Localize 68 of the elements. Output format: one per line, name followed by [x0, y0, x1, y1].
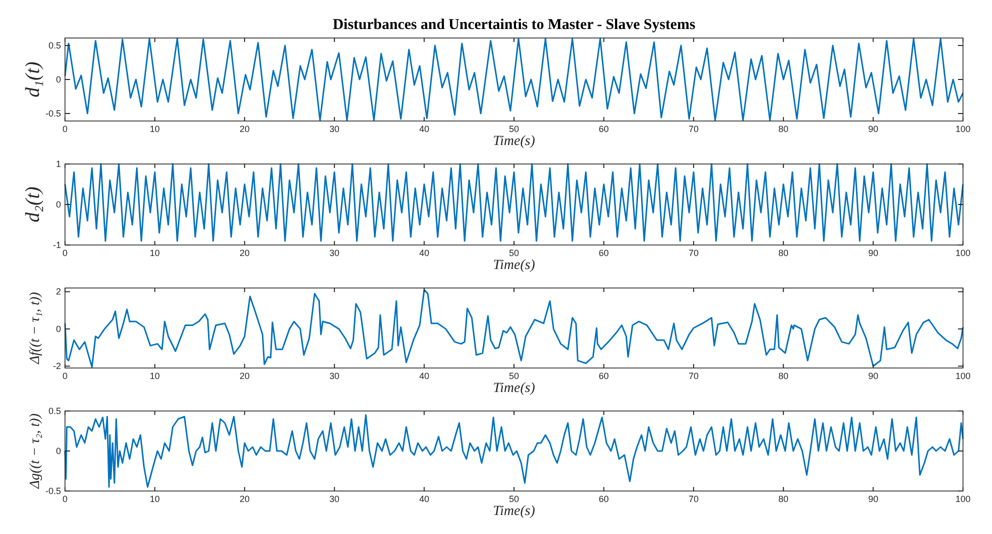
y-axis-title: d₁(t) [22, 61, 44, 98]
y-tick-label: -0.5 [45, 108, 61, 119]
x-tick-label: 90 [868, 494, 878, 504]
y-tick-label: 0 [56, 200, 61, 210]
x-tick-label: 50 [508, 371, 520, 381]
x-tick-label: 60 [598, 124, 609, 134]
x-axis-title: Time(s) [493, 504, 536, 519]
line-series [64, 289, 964, 368]
x-tick-label: 60 [598, 494, 609, 504]
x-tick-label: 80 [778, 371, 788, 381]
y-tick-label: -1 [52, 240, 61, 250]
x-tick-label: 60 [598, 248, 609, 258]
x-tick-label: 40 [419, 371, 430, 381]
y-tick-label: -2 [52, 361, 61, 372]
x-tick-label: 20 [240, 371, 250, 381]
x-tick-label: 30 [329, 494, 340, 504]
x-tick-label: 40 [419, 124, 430, 134]
x-tick-label: 10 [150, 494, 160, 504]
x-axis-title: Time(s) [493, 258, 536, 273]
x-tick-label: 80 [778, 124, 788, 134]
x-tick-label: 70 [688, 371, 699, 381]
x-tick-label: 0 [62, 124, 68, 134]
x-tick-label: 40 [419, 248, 430, 258]
y-tick-label: 1 [56, 159, 61, 169]
x-tick-label: 90 [868, 371, 878, 381]
x-axis-title: Time(s) [493, 381, 536, 396]
y-axis-title: Δf((t − τ₁, t)) [28, 292, 43, 365]
x-tick-label: 70 [688, 494, 699, 504]
x-tick-label: 20 [240, 248, 250, 258]
line-series [64, 414, 964, 488]
x-tick-label: 100 [955, 124, 971, 134]
x-tick-label: 30 [329, 124, 340, 134]
x-tick-label: 80 [778, 248, 788, 258]
x-tick-label: 30 [329, 248, 340, 258]
y-tick-label: 0 [56, 324, 61, 334]
x-tick-label: 90 [868, 124, 878, 134]
x-tick-label: 100 [955, 494, 971, 504]
x-tick-label: 100 [955, 371, 971, 381]
x-tick-label: 0 [62, 371, 68, 381]
x-tick-label: 10 [150, 124, 160, 134]
x-tick-label: 20 [240, 494, 250, 504]
y-axis-title: Δg((t − τ₂, t)) [28, 413, 43, 490]
y-tick-label: -0.5 [45, 486, 61, 496]
x-tick-label: 0 [62, 494, 68, 504]
x-tick-label: 40 [419, 494, 430, 504]
y-tick-label: 0.5 [48, 40, 61, 50]
x-tick-label: 30 [329, 371, 340, 381]
x-tick-label: 10 [150, 371, 160, 381]
x-tick-label: 50 [508, 124, 520, 134]
x-tick-label: 90 [868, 248, 878, 258]
chart-title: Disturbances and Uncertaintis to Master - Slave Systems [332, 17, 696, 33]
y-axis-title: d₂(t) [22, 186, 44, 222]
y-tick-label: 0 [56, 74, 61, 84]
x-tick-label: 100 [955, 248, 971, 258]
x-tick-label: 70 [688, 124, 699, 134]
x-tick-label: 10 [150, 248, 160, 258]
y-tick-label: 0.5 [48, 406, 61, 416]
line-series [64, 163, 964, 242]
x-tick-label: 0 [62, 248, 68, 258]
x-tick-label: 80 [778, 494, 788, 504]
x-tick-label: 50 [508, 248, 520, 258]
x-tick-label: 70 [688, 248, 699, 258]
x-tick-label: 20 [240, 124, 250, 134]
x-tick-label: 60 [598, 371, 609, 381]
y-tick-label: 0 [56, 446, 61, 456]
x-tick-label: 50 [508, 494, 520, 504]
x-axis-title: Time(s) [493, 134, 536, 149]
y-tick-label: 2 [56, 286, 61, 297]
